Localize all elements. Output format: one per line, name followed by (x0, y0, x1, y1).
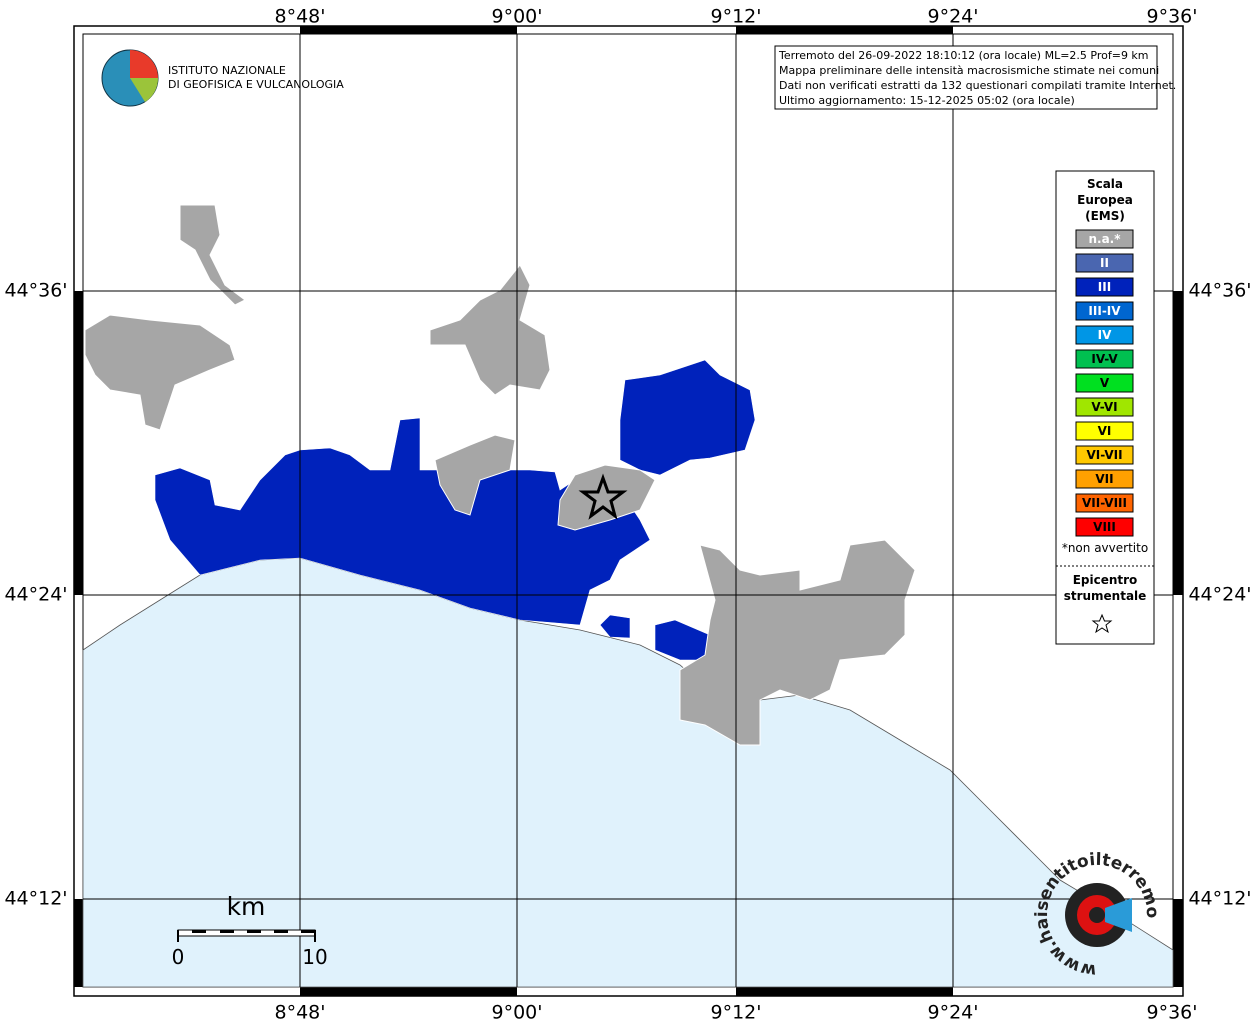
legend-title: Scala (1087, 177, 1123, 191)
legend-title: Europea (1077, 193, 1133, 207)
legend-swatch (1075, 469, 1134, 489)
legend-swatch (1075, 493, 1134, 513)
legend-swatch (1075, 445, 1134, 465)
scale-label: 10 (302, 945, 327, 969)
legend-label: VII-VIII (1082, 496, 1127, 510)
ingv-globe-part (130, 50, 158, 78)
legend-label: IV (1098, 328, 1112, 342)
legend-label: VI (1098, 424, 1112, 438)
legend-swatch (1075, 397, 1134, 417)
x-label: 9°24' (928, 6, 979, 28)
scale-bar (177, 929, 316, 942)
x-label: 8°48' (275, 1002, 326, 1024)
scale-unit: km (227, 892, 266, 921)
watermark-horn (1105, 898, 1132, 932)
x-label: 9°36' (1147, 1002, 1198, 1024)
epicenter (578, 473, 628, 520)
ingv-globe-part (130, 78, 159, 102)
x-label: 9°12' (711, 6, 762, 28)
y-label: 44°36' (4, 280, 67, 302)
legend-label: V (1100, 376, 1110, 390)
x-label: 9°36' (1147, 6, 1198, 28)
municipalities (84, 204, 916, 746)
legend-label: VII (1095, 472, 1113, 486)
legend-epicenter: strumentale (1064, 589, 1147, 603)
legend-label: V-VI (1091, 400, 1117, 414)
legend-swatch (1075, 325, 1134, 345)
legend-swatch (1075, 373, 1134, 393)
x-label: 8°48' (275, 6, 326, 28)
x-label: 9°12' (711, 1002, 762, 1024)
info-line: Dati non verificati estratti da 132 ques… (779, 79, 1176, 92)
logo-line: ISTITUTO NAZIONALE (168, 64, 286, 77)
legend-swatch (1075, 421, 1134, 441)
legend-label: VI-VII (1086, 448, 1122, 462)
legend-swatch (1075, 229, 1134, 249)
y-label: 44°36' (1188, 280, 1251, 302)
legend-epicenter: Epicentro (1073, 573, 1138, 587)
legend-label: VIII (1093, 520, 1116, 534)
legend-label: III (1098, 280, 1111, 294)
legend-label: II (1100, 256, 1109, 270)
legend-swatch (1075, 277, 1134, 297)
legend-swatch (1075, 253, 1134, 273)
legend-label: n.a.* (1088, 232, 1121, 246)
legend: ScalaEuropea(EMS)n.a.*IIIIIIII-IVIVIV-VV… (1056, 177, 1154, 634)
info-lines: Terremoto del 26-09-2022 18:10:12 (ora l… (778, 49, 1176, 107)
info-line: Terremoto del 26-09-2022 18:10:12 (ora l… (778, 49, 1149, 62)
legend-title: (EMS) (1085, 209, 1125, 223)
legend-swatch (1075, 301, 1134, 321)
watermark-circle (1089, 907, 1105, 923)
x-label: 9°00' (492, 1002, 543, 1024)
legend-label: IV-V (1091, 352, 1118, 366)
graticule (83, 34, 1173, 987)
legend-label: III-IV (1088, 304, 1121, 318)
x-label: 9°24' (928, 1002, 979, 1024)
y-label: 44°12' (4, 888, 67, 910)
legend-swatch (1075, 517, 1134, 537)
info-box (774, 45, 1158, 110)
info-line: Mappa preliminare delle intensità macros… (779, 64, 1159, 77)
frame-bars (74, 26, 1183, 996)
y-label: 44°24' (1188, 584, 1251, 606)
logo-line: DI GEOFISICA E VULCANOLOGIA (168, 78, 344, 91)
legend-star (1091, 613, 1113, 634)
axis-labels: 8°48' 8°48' 9°00' 9°00' 9°12' 9°12' 9°24' 9°24'… (4, 6, 1251, 1024)
legend-swatch (1075, 349, 1134, 369)
legend-footnote: *non avvertito (1062, 541, 1148, 555)
y-label: 44°24' (4, 584, 67, 606)
y-label: 44°12' (1188, 888, 1251, 910)
x-label: 9°00' (492, 6, 543, 28)
scale-label: 0 (172, 945, 185, 969)
info-line: Ultimo aggiornamento: 15-12-2025 05:02 (… (779, 94, 1075, 107)
